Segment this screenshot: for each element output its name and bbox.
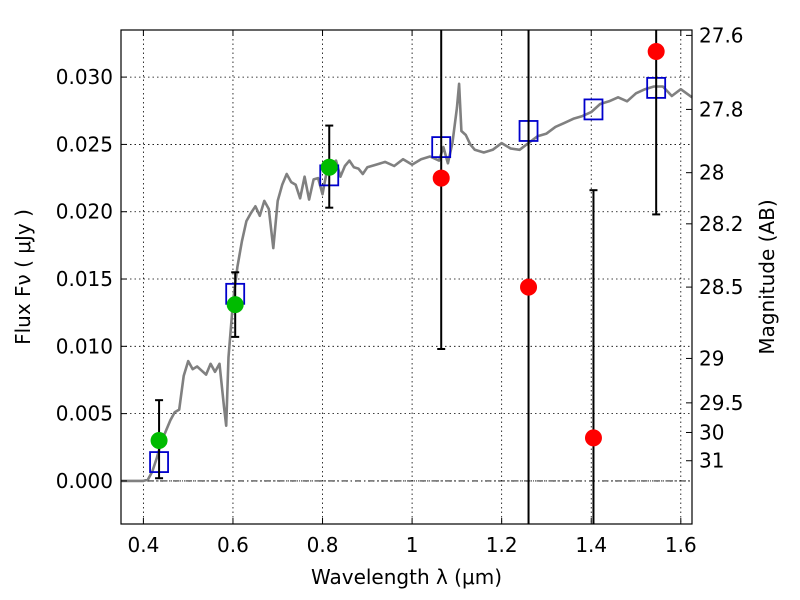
y-tick-label: 0.020 — [56, 200, 113, 224]
axis-ticks: 0.4 0.6 0.8 1 1.2 1.4 1.6 0.000 0.005 0.010 0.015 0… — [56, 23, 744, 557]
mag-tick-label: 30 — [699, 420, 724, 444]
mag-tick-label: 29 — [699, 346, 724, 370]
plot-area — [121, 30, 693, 524]
x-axis-label: Wavelength λ (μm) — [311, 565, 502, 589]
x-tick-label: 0.6 — [217, 533, 249, 557]
x-tick-label: 1.2 — [486, 533, 518, 557]
observed-flux-point — [226, 296, 244, 314]
plot-frame — [120, 29, 693, 525]
y-tick-label: 0.030 — [56, 65, 113, 89]
observed-flux-point — [647, 43, 665, 61]
x-tick-label: 1.6 — [665, 533, 697, 557]
observed-flux-point — [320, 158, 338, 176]
y-tick-label: 0.025 — [56, 132, 113, 156]
y-tick-label: 0.005 — [56, 402, 113, 426]
mag-tick-label: 31 — [699, 449, 724, 473]
x-tick-label: 0.8 — [307, 533, 339, 557]
observed-flux-point — [150, 432, 168, 450]
grid — [121, 30, 692, 524]
observed-flux-point — [584, 429, 602, 447]
y-tick-label: 0.010 — [56, 334, 113, 358]
y-tick-label: 0.000 — [56, 469, 113, 493]
observed-flux-point — [520, 278, 538, 296]
x-tick-label: 1 — [406, 533, 419, 557]
mag-tick-label: 28 — [699, 161, 724, 185]
observed-flux-point — [432, 169, 450, 187]
mag-tick-label: 28.5 — [699, 275, 744, 299]
mag-tick-label: 28.2 — [699, 212, 744, 236]
x-tick-label: 1.4 — [575, 533, 607, 557]
mag-tick-label: 27.8 — [699, 97, 744, 121]
model-photometry-square — [583, 98, 604, 121]
right-axis-label: Magnitude (AB) — [755, 199, 779, 354]
x-tick-label: 0.4 — [127, 533, 159, 557]
y-tick-label: 0.015 — [56, 267, 113, 291]
mag-tick-label: 29.5 — [699, 391, 744, 415]
mag-tick-label: 27.6 — [699, 23, 744, 47]
spectrum-line — [121, 82, 693, 483]
y-axis-label: Flux Fν ( μJy ) — [11, 209, 35, 345]
